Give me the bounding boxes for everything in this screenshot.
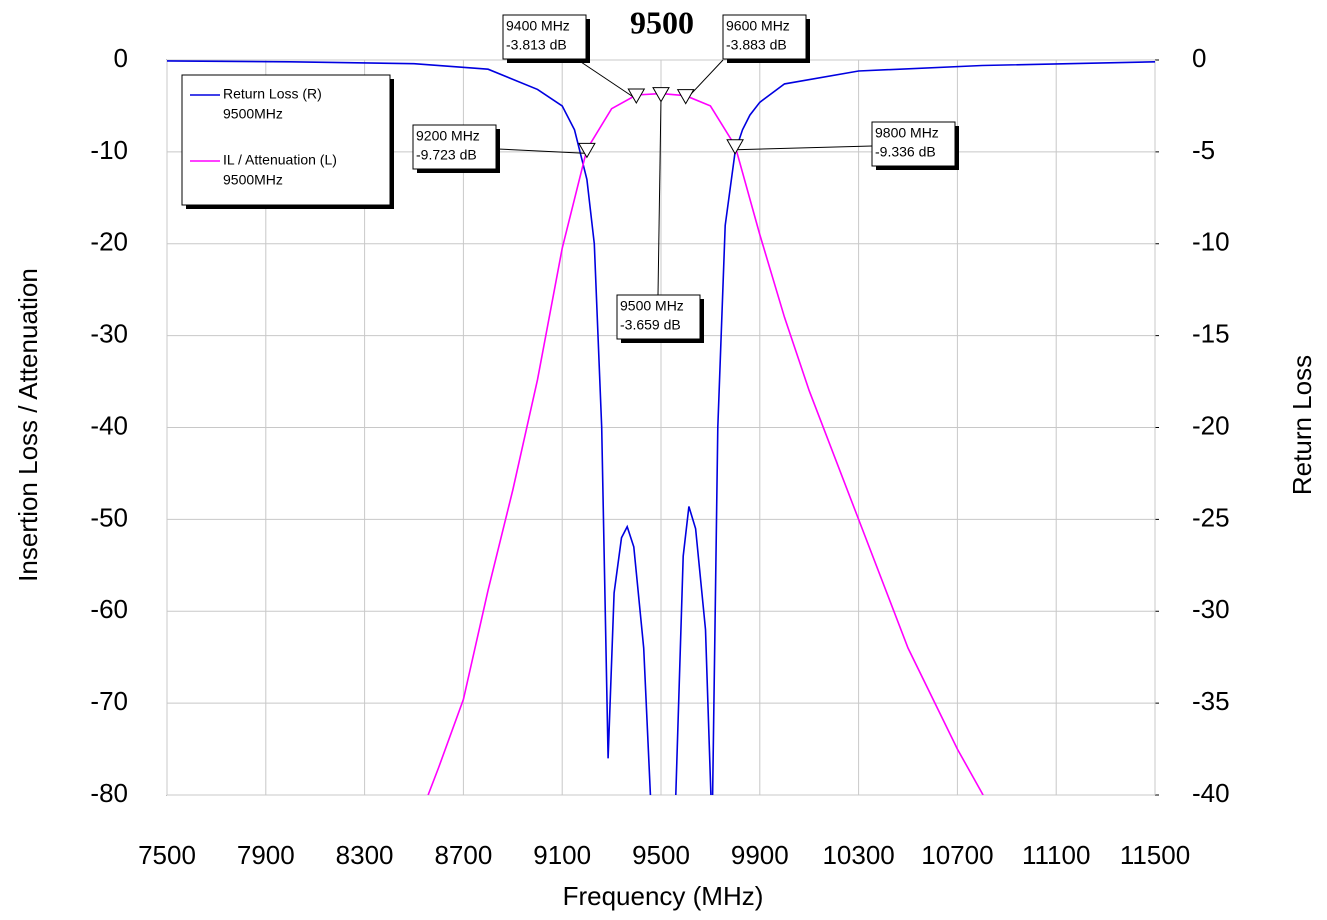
x-tick-label: 11500 <box>1120 840 1190 870</box>
y-tick-label: -20 <box>90 227 128 257</box>
y-tick-label: -10 <box>90 135 128 165</box>
marker <box>578 142 596 159</box>
marker <box>726 139 744 155</box>
y-tick-label: -40 <box>90 410 128 440</box>
marker-leader <box>735 145 873 151</box>
x-tick-label: 10300 <box>822 840 894 870</box>
y-tick-label: 0 <box>114 43 128 73</box>
marker-y-label: -3.813 dB <box>506 37 567 53</box>
x-tick-label: 8700 <box>434 840 492 870</box>
x-tick-label: 7900 <box>237 840 295 870</box>
x-tick-label: 9100 <box>533 840 591 870</box>
marker-y-label: -3.883 dB <box>726 37 787 53</box>
y2-tick-label: -35 <box>1192 686 1230 716</box>
marker-box <box>722 14 807 60</box>
marker <box>652 87 670 103</box>
y2-tick-label: -30 <box>1192 594 1230 624</box>
y-tick-label: -70 <box>90 686 128 716</box>
y2-tick-label: -40 <box>1192 778 1230 808</box>
y2-axis-title: Return Loss <box>1287 355 1317 495</box>
marker-x-label: 9500 MHz <box>620 298 684 314</box>
marker-y-label: -9.336 dB <box>875 144 936 160</box>
x-tick-label: 9900 <box>731 840 789 870</box>
y2-tick-label: -15 <box>1192 319 1230 349</box>
marker-y-label: -9.723 dB <box>416 147 477 163</box>
y2-tick-label: -5 <box>1192 135 1215 165</box>
y-tick-label: -60 <box>90 594 128 624</box>
marker-y-label: -3.659 dB <box>620 317 681 333</box>
marker-box <box>412 124 497 170</box>
y2-tick-label: -20 <box>1192 410 1230 440</box>
marker-x-label: 9600 MHz <box>726 18 790 34</box>
y2-tick-label: -25 <box>1192 502 1230 532</box>
marker-box <box>871 121 956 167</box>
y2-tick-label: -10 <box>1192 227 1230 257</box>
y-tick-label: -50 <box>90 502 128 532</box>
marker-x-label: 9200 MHz <box>416 128 480 144</box>
marker-x-label: 9800 MHz <box>875 125 939 141</box>
x-tick-label: 10700 <box>921 840 993 870</box>
marker-leader <box>577 59 637 100</box>
series-line <box>167 60 1155 795</box>
marker-x-label: 9400 MHz <box>506 18 570 34</box>
legend-label: Return Loss (R) <box>223 86 322 102</box>
y-axis-title: Insertion Loss / Attenuation <box>13 268 43 582</box>
legend-note: 9500MHz <box>223 106 283 122</box>
marker-leader <box>657 97 662 296</box>
y2-tick-label: 0 <box>1192 43 1206 73</box>
legend-note: 9500MHz <box>223 172 283 188</box>
x-axis-title: Frequency (MHz) <box>563 881 764 911</box>
marker <box>627 88 646 105</box>
marker <box>676 89 695 105</box>
legend <box>181 74 391 206</box>
y-tick-label: -30 <box>90 319 128 349</box>
x-tick-label: 11100 <box>1022 840 1090 870</box>
chart-title: 9500 <box>630 4 694 40</box>
x-tick-label: 7500 <box>138 840 196 870</box>
x-tick-label: 9500 <box>632 840 690 870</box>
marker-leader <box>497 148 587 154</box>
marker-box <box>616 294 701 340</box>
x-tick-label: 8300 <box>336 840 394 870</box>
y-tick-label: -80 <box>90 778 128 808</box>
marker-box <box>502 14 587 60</box>
legend-label: IL / Attenuation (L) <box>223 152 337 168</box>
